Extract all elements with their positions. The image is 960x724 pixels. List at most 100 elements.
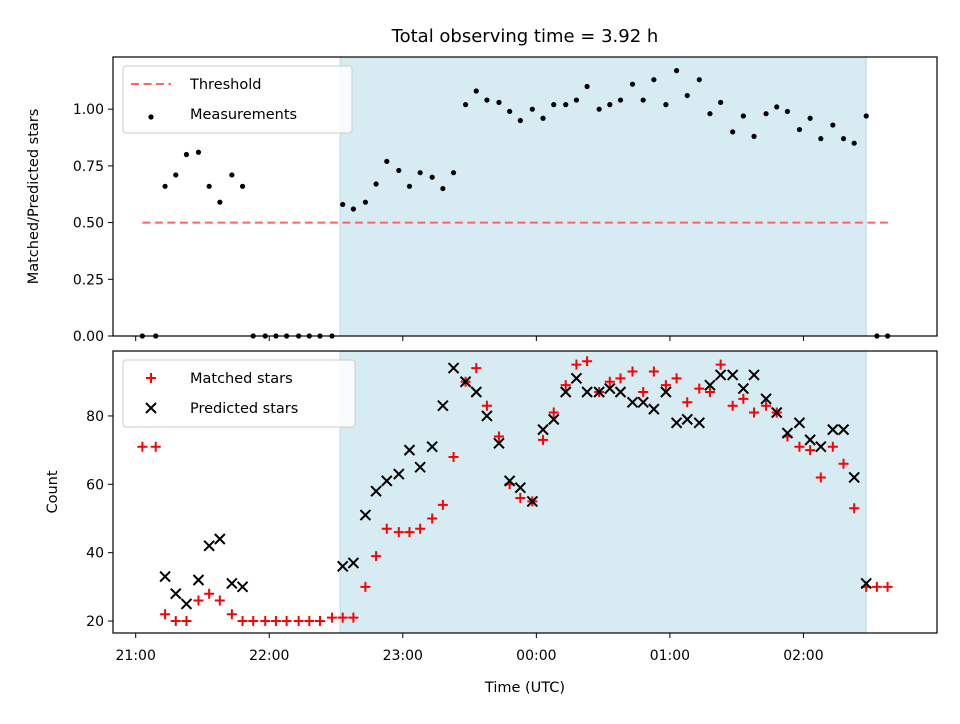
data-point	[396, 167, 402, 174]
data-point	[503, 475, 516, 487]
data-point	[726, 369, 739, 381]
data-point	[214, 533, 226, 545]
y-tick-label: 1.00	[73, 102, 104, 118]
data-point	[336, 560, 349, 573]
data-point	[771, 406, 783, 419]
y-tick-label: 0.00	[73, 329, 104, 345]
data-point	[414, 461, 426, 473]
bottom-panel: 20 40 60 80 21:00 22:00 23:00 00:00 01:00 02:00 Co…	[45, 350, 938, 664]
data-point	[170, 616, 181, 627]
data-point	[371, 551, 382, 562]
data-point	[738, 393, 749, 404]
data-point	[807, 115, 813, 121]
data-point	[637, 396, 649, 408]
data-point	[663, 102, 669, 108]
x-axis-label: Time (UTC)	[484, 680, 565, 696]
data-point	[217, 199, 223, 205]
data-point	[248, 616, 259, 627]
data-point	[327, 612, 338, 623]
data-point	[384, 158, 390, 164]
data-point	[615, 373, 626, 384]
legend-entry-predicted: Predicted stars	[190, 401, 298, 417]
data-point	[737, 382, 750, 395]
data-point	[393, 468, 405, 480]
data-point	[694, 383, 705, 394]
data-point	[848, 471, 860, 484]
data-point	[170, 587, 182, 600]
data-point	[849, 503, 860, 514]
data-point	[740, 113, 746, 119]
data-point	[693, 417, 705, 429]
legend-entry-threshold: Threshold	[189, 77, 261, 93]
data-point	[582, 356, 593, 367]
data-point	[838, 458, 849, 469]
data-point	[851, 140, 857, 146]
data-point	[548, 407, 559, 418]
legend-entry-measurements: Measurements	[190, 107, 297, 123]
x-tick-label: 21:00	[116, 648, 156, 664]
data-point	[440, 185, 446, 192]
data-point	[593, 386, 605, 398]
data-point	[748, 369, 760, 381]
axes-frame	[112, 350, 938, 634]
y-tick-label: 60	[86, 477, 104, 493]
data-point	[180, 598, 193, 610]
data-point	[560, 386, 572, 398]
y-tick-label: 20	[86, 614, 104, 630]
data-point	[206, 183, 212, 189]
data-point	[537, 423, 549, 436]
data-point	[260, 616, 271, 627]
data-point	[381, 475, 393, 487]
data-point	[673, 68, 680, 74]
data-point	[370, 485, 382, 497]
data-point	[481, 400, 492, 411]
data-point	[670, 417, 683, 429]
data-point	[548, 413, 560, 426]
data-point	[448, 451, 459, 462]
data-point	[304, 616, 315, 627]
data-point	[793, 417, 806, 429]
data-point	[604, 376, 615, 387]
data-point	[863, 113, 869, 119]
data-point	[515, 492, 526, 503]
y-tick-label: 40	[86, 546, 104, 562]
series-predicted	[159, 362, 872, 610]
y-axis-label: Count	[45, 470, 61, 513]
data-point	[815, 441, 827, 453]
data-point	[447, 362, 460, 374]
data-point	[437, 399, 449, 412]
shaded-observing-interval	[339, 350, 867, 634]
series-matched	[137, 356, 893, 627]
data-point	[160, 609, 171, 620]
legend: Matched stars Predicted stars	[122, 359, 356, 428]
data-point	[526, 495, 539, 508]
data-point	[681, 413, 693, 426]
data-point	[815, 472, 826, 483]
y-axis-label: Matched/Predicted stars	[26, 109, 42, 285]
y-tick-label: 0.50	[73, 216, 104, 232]
data-point	[173, 172, 179, 178]
data-point	[551, 102, 557, 108]
data-point	[195, 149, 202, 155]
data-point	[229, 172, 235, 178]
data-point	[707, 111, 713, 117]
data-point	[350, 206, 356, 212]
data-point	[540, 115, 546, 121]
data-point	[617, 97, 624, 103]
legend-entry-matched: Matched stars	[190, 371, 293, 387]
data-point	[496, 99, 502, 105]
data-point	[381, 523, 392, 534]
data-point	[573, 97, 580, 103]
legend-measurements-swatch	[148, 114, 154, 120]
data-point	[718, 99, 724, 105]
data-point	[427, 513, 438, 524]
data-point	[563, 102, 569, 108]
data-point	[871, 581, 882, 592]
data-point	[226, 577, 238, 590]
data-point	[203, 540, 215, 552]
data-point	[704, 387, 715, 398]
data-point	[359, 509, 372, 521]
data-point	[137, 441, 148, 452]
data-point	[804, 434, 816, 446]
data-point	[373, 181, 379, 187]
